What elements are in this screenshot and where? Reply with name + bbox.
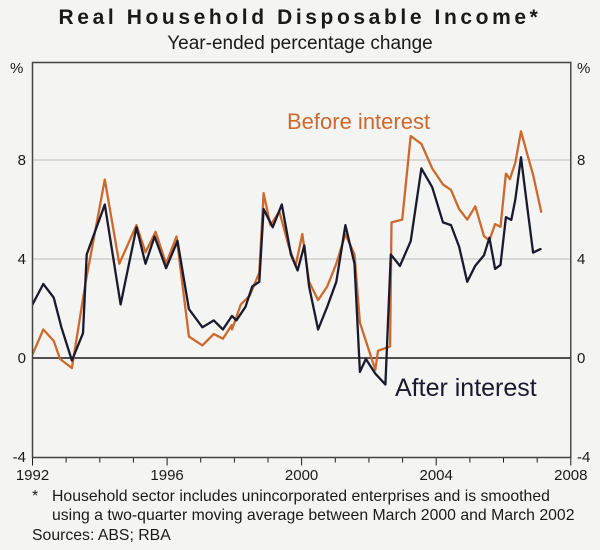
svg-text:After interest: After interest bbox=[395, 374, 537, 402]
svg-text:2008: 2008 bbox=[554, 467, 587, 484]
svg-text:1992: 1992 bbox=[16, 467, 49, 484]
svg-text:4: 4 bbox=[577, 251, 585, 268]
svg-text:1996: 1996 bbox=[150, 467, 183, 484]
svg-text:%: % bbox=[577, 60, 590, 77]
svg-text:Before interest: Before interest bbox=[287, 109, 430, 134]
svg-text:8: 8 bbox=[577, 152, 585, 169]
svg-text:2004: 2004 bbox=[420, 467, 453, 484]
svg-text:0: 0 bbox=[18, 350, 26, 367]
svg-text:-4: -4 bbox=[577, 449, 590, 466]
svg-text:0: 0 bbox=[577, 350, 585, 367]
svg-text:-4: -4 bbox=[13, 449, 26, 466]
svg-text:8: 8 bbox=[18, 152, 26, 169]
svg-text:%: % bbox=[10, 60, 23, 77]
svg-text:4: 4 bbox=[18, 251, 26, 268]
svg-text:2000: 2000 bbox=[285, 467, 318, 484]
